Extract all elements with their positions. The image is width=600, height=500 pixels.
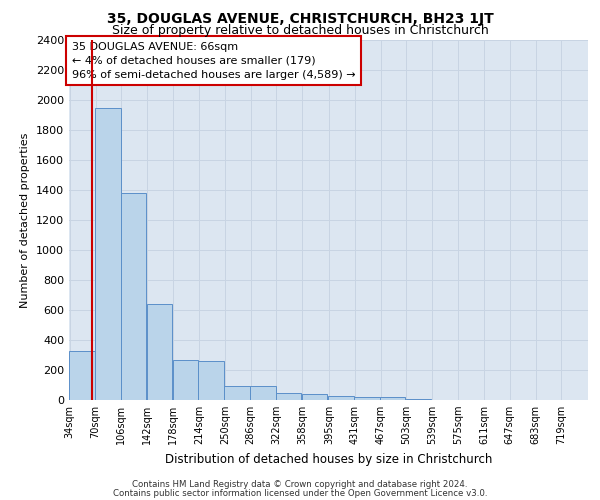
Bar	[250, 386, 275, 400]
Bar	[121, 193, 146, 400]
Bar	[95, 108, 121, 400]
Bar	[380, 397, 406, 400]
Bar	[406, 399, 431, 400]
Bar	[302, 394, 327, 400]
Text: Size of property relative to detached houses in Christchurch: Size of property relative to detached ho…	[112, 24, 488, 37]
Bar	[224, 386, 250, 400]
Y-axis label: Number of detached properties: Number of detached properties	[20, 132, 31, 308]
Text: 35 DOUGLAS AVENUE: 66sqm
← 4% of detached houses are smaller (179)
96% of semi-d: 35 DOUGLAS AVENUE: 66sqm ← 4% of detache…	[71, 42, 355, 80]
Bar	[328, 396, 354, 400]
Text: Contains HM Land Registry data © Crown copyright and database right 2024.: Contains HM Land Registry data © Crown c…	[132, 480, 468, 489]
Bar	[147, 304, 172, 400]
Bar	[199, 361, 224, 400]
Bar	[173, 360, 198, 400]
Text: 35, DOUGLAS AVENUE, CHRISTCHURCH, BH23 1JT: 35, DOUGLAS AVENUE, CHRISTCHURCH, BH23 1…	[107, 12, 493, 26]
Text: Contains public sector information licensed under the Open Government Licence v3: Contains public sector information licen…	[113, 488, 487, 498]
Bar	[354, 397, 380, 400]
X-axis label: Distribution of detached houses by size in Christchurch: Distribution of detached houses by size …	[165, 452, 492, 466]
Bar	[276, 393, 301, 400]
Bar	[69, 350, 95, 400]
